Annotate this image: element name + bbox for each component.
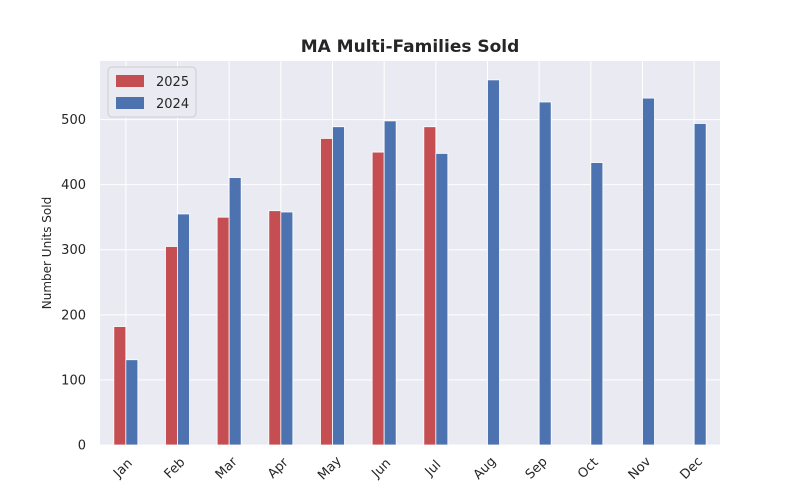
bar-2024-dec <box>693 123 707 446</box>
x-tick-label: Nov <box>626 454 655 483</box>
y-tick-label: 100 <box>61 373 86 388</box>
legend-label-2024: 2024 <box>156 97 189 112</box>
x-tick-label: Feb <box>162 455 189 482</box>
x-tick-label: Aug <box>471 454 500 483</box>
y-tick-label: 300 <box>61 243 86 258</box>
bar-2024-jul <box>435 153 449 446</box>
plot-area <box>100 61 720 445</box>
x-tick-label: Sep <box>523 455 551 483</box>
x-tick-label: Oct <box>575 455 602 482</box>
y-axis-label: Number Units Sold <box>40 197 54 309</box>
x-tick-label: Mar <box>213 454 241 482</box>
y-tick-label: 400 <box>61 178 86 193</box>
bar-2024-apr <box>280 211 294 446</box>
bar-2025-apr <box>268 210 282 446</box>
x-tick-label: Dec <box>677 454 705 482</box>
bar-2025-jun <box>371 151 385 446</box>
bar-2024-may <box>332 126 345 446</box>
bar-2025-jan <box>113 326 127 446</box>
bar-2025-jul <box>423 126 437 446</box>
legend-swatch-2024 <box>116 97 144 109</box>
bar-2025-mar <box>216 216 230 446</box>
x-tick-label: Jun <box>368 456 394 482</box>
bar-2024-mar <box>228 177 242 446</box>
chart-title: MA Multi-Families Sold <box>301 37 520 57</box>
bar-2024-jan <box>125 359 139 446</box>
legend: 2025 2024 <box>107 66 197 118</box>
bar-2025-feb <box>165 246 178 446</box>
x-tick-label: May <box>315 454 345 484</box>
legend-swatch-2025 <box>116 75 144 87</box>
bar-2024-feb <box>177 213 190 446</box>
bar-2024-nov <box>642 97 655 446</box>
bar-2024-oct <box>590 162 604 446</box>
bar-2024-sep <box>538 101 552 446</box>
x-tick-label: Apr <box>265 455 292 482</box>
x-tick-label: Jan <box>110 456 135 481</box>
x-axis-ticks: Jan Feb Mar Apr May Jun Jul Aug Sep Oct Nov Dec <box>110 454 706 484</box>
y-tick-label: 200 <box>61 308 86 323</box>
bars <box>113 79 707 446</box>
y-tick-label: 0 <box>78 439 86 454</box>
bar-2024-jun <box>383 120 397 446</box>
bar-2025-may <box>320 138 333 446</box>
bar-2024-aug <box>487 79 500 446</box>
legend-label-2025: 2025 <box>156 75 189 90</box>
y-axis-ticks: 0 100 200 300 400 500 <box>61 113 86 453</box>
x-tick-label: Jul <box>422 458 444 480</box>
y-tick-label: 500 <box>61 113 86 128</box>
